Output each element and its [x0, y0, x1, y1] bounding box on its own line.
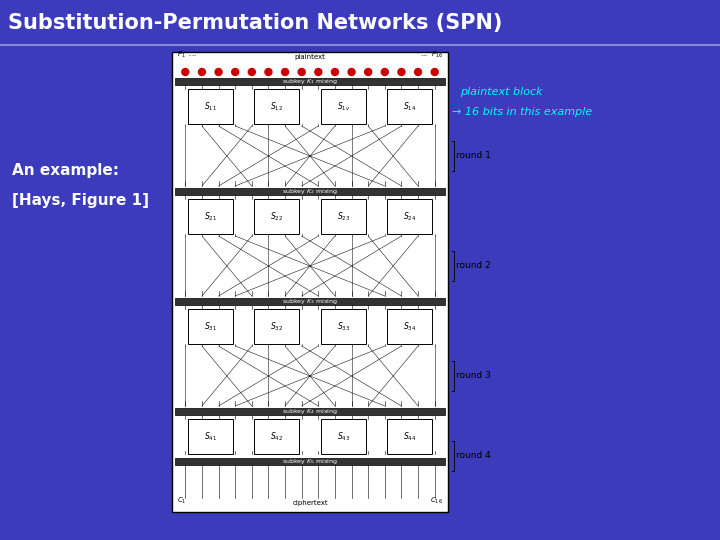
Bar [175, 458, 445, 465]
Text: $S_{42}$: $S_{42}$ [270, 430, 283, 443]
Text: subkey $K_1$ mixing: subkey $K_1$ mixing [282, 77, 338, 86]
Circle shape [282, 69, 289, 76]
Text: ...  $P_{16}$: ... $P_{16}$ [420, 50, 443, 60]
Text: plaintext: plaintext [294, 54, 325, 60]
Text: round 3: round 3 [456, 372, 491, 381]
Bar [188, 419, 233, 454]
Text: $C_{16}$: $C_{16}$ [430, 496, 443, 506]
Bar [188, 309, 233, 344]
Bar [175, 408, 445, 415]
Text: [Hays, Figure 1]: [Hays, Figure 1] [12, 192, 149, 207]
Circle shape [265, 69, 272, 76]
Text: round 1: round 1 [456, 152, 491, 160]
Text: An example:: An example: [12, 163, 119, 178]
Text: ciphertext: ciphertext [292, 500, 328, 506]
Text: $S_{14}$: $S_{14}$ [403, 100, 416, 113]
Circle shape [182, 69, 189, 76]
Bar [188, 199, 233, 234]
Circle shape [331, 69, 338, 76]
Circle shape [248, 69, 256, 76]
Text: plaintext block: plaintext block [460, 87, 543, 97]
Text: round 2: round 2 [456, 261, 491, 271]
Circle shape [315, 69, 322, 76]
Bar [254, 199, 300, 234]
Text: → 16 bits in this example: → 16 bits in this example [452, 107, 593, 117]
Bar [175, 188, 445, 195]
Bar [387, 199, 432, 234]
Bar [254, 89, 300, 124]
Bar [387, 309, 432, 344]
Text: $P_1$  ...: $P_1$ ... [177, 50, 197, 60]
Circle shape [298, 69, 305, 76]
Text: $S_{23}$: $S_{23}$ [337, 210, 350, 222]
Circle shape [199, 69, 205, 76]
Text: $S_{22}$: $S_{22}$ [270, 210, 283, 222]
Text: $S_{21}$: $S_{21}$ [204, 210, 217, 222]
Circle shape [365, 69, 372, 76]
Text: $S_{43}$: $S_{43}$ [337, 430, 350, 443]
Bar [387, 419, 432, 454]
Text: Substitution-Permutation Networks (SPN): Substitution-Permutation Networks (SPN) [8, 12, 503, 32]
Text: $S_{33}$: $S_{33}$ [337, 320, 350, 333]
Circle shape [415, 69, 422, 76]
Text: subkey $K_4$ mixing: subkey $K_4$ mixing [282, 407, 338, 416]
Bar [387, 89, 432, 124]
Bar [175, 78, 445, 85]
Bar [320, 89, 366, 124]
Text: $C_1$: $C_1$ [177, 496, 186, 506]
Bar [172, 52, 448, 512]
Bar [254, 419, 300, 454]
Text: $S_{24}$: $S_{24}$ [403, 210, 416, 222]
Bar [188, 89, 233, 124]
Text: $S_{44}$: $S_{44}$ [403, 430, 416, 443]
Circle shape [398, 69, 405, 76]
Bar [320, 419, 366, 454]
Circle shape [348, 69, 355, 76]
Text: $S_{11}$: $S_{11}$ [204, 100, 217, 113]
Text: $S_{32}$: $S_{32}$ [270, 320, 283, 333]
Circle shape [431, 69, 438, 76]
Circle shape [232, 69, 239, 76]
Text: subkey $K_2$ mixing: subkey $K_2$ mixing [282, 187, 338, 196]
Bar [320, 309, 366, 344]
Bar [254, 309, 300, 344]
Text: subkey $K_3$ mixing: subkey $K_3$ mixing [282, 297, 338, 306]
Text: $S_{34}$: $S_{34}$ [403, 320, 416, 333]
Text: $S_{1v}$: $S_{1v}$ [336, 100, 350, 113]
Circle shape [215, 69, 222, 76]
Text: $S_{12}$: $S_{12}$ [270, 100, 283, 113]
Bar [175, 298, 445, 305]
Bar [320, 199, 366, 234]
Text: $S_{41}$: $S_{41}$ [204, 430, 217, 443]
Bar [0, 0, 720, 45]
Text: $S_{31}$: $S_{31}$ [204, 320, 217, 333]
Text: round 4: round 4 [456, 451, 491, 461]
Text: subkey $K_5$ mixing: subkey $K_5$ mixing [282, 457, 338, 466]
Circle shape [382, 69, 388, 76]
